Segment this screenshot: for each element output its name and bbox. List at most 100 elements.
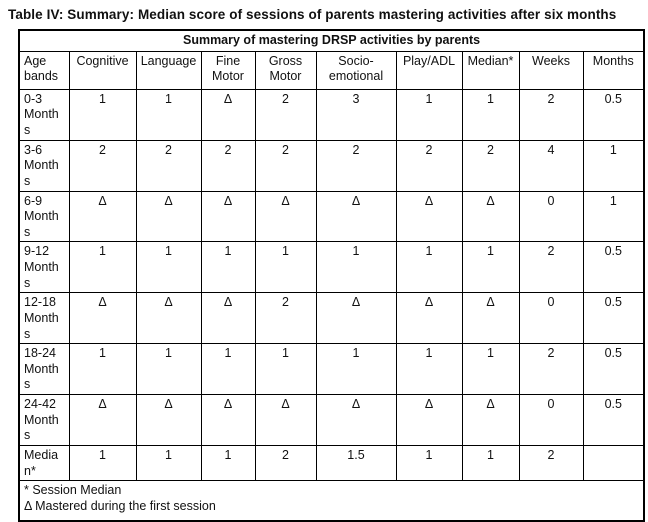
value-cell: Δ <box>68 394 137 446</box>
value-cell: 0.5 <box>582 343 645 396</box>
value-cell: 1.5 <box>315 444 397 482</box>
table-row: 24-42 Months Δ Δ Δ Δ Δ Δ Δ 0 0.5 <box>18 394 645 446</box>
value-cell: 2 <box>315 139 397 192</box>
value-cell: 0.5 <box>582 88 645 141</box>
value-cell: 0 <box>518 394 584 446</box>
column-header-language: Language <box>135 50 202 90</box>
value-cell: 2 <box>518 343 584 396</box>
value-cell: 1 <box>395 444 463 482</box>
value-cell: Δ <box>254 190 317 243</box>
value-cell: 2 <box>518 88 584 141</box>
caption-row: Summary of mastering DRSP activities by … <box>18 29 645 52</box>
value-cell: 0 <box>518 292 584 345</box>
value-cell: 1 <box>461 88 520 141</box>
value-cell: 1 <box>395 241 463 294</box>
age-band-cell: 3-6 Months <box>18 139 70 192</box>
value-cell: Δ <box>461 190 520 243</box>
value-cell: 0.5 <box>582 241 645 294</box>
value-cell: 1 <box>395 343 463 396</box>
age-band-cell: 12-18 Months <box>18 292 70 345</box>
column-header-months: Months <box>582 50 645 90</box>
value-cell: 1 <box>461 241 520 294</box>
value-cell: 2 <box>518 241 584 294</box>
value-cell: 2 <box>254 139 317 192</box>
column-header-cognitive: Cognitive <box>68 50 137 90</box>
value-cell: Δ <box>68 292 137 345</box>
value-cell: Δ <box>135 292 202 345</box>
value-cell: 1 <box>200 241 256 294</box>
value-cell: 1 <box>68 88 137 141</box>
value-cell: Δ <box>200 88 256 141</box>
column-header-gross-motor: Gross Motor <box>254 50 317 90</box>
value-cell: 1 <box>135 88 202 141</box>
value-cell: 3 <box>315 88 397 141</box>
value-cell: 1 <box>582 139 645 192</box>
value-cell: 1 <box>254 343 317 396</box>
value-cell: 2 <box>254 88 317 141</box>
value-cell: 1 <box>461 444 520 482</box>
value-cell: Δ <box>135 190 202 243</box>
column-header-age-bands: Age bands <box>18 50 70 90</box>
value-cell: Δ <box>200 394 256 446</box>
value-cell: 1 <box>315 241 397 294</box>
value-cell: 2 <box>395 139 463 192</box>
value-cell: Δ <box>254 394 317 446</box>
value-cell: Δ <box>135 394 202 446</box>
footnote-row: * Session Median Δ Mastered during the f… <box>18 480 645 522</box>
value-cell: 1 <box>135 444 202 482</box>
table-row: 18-24 Months 1 1 1 1 1 1 1 2 0.5 <box>18 343 645 396</box>
age-band-cell: 9-12 Months <box>18 241 70 294</box>
column-header-median: Median* <box>461 50 520 90</box>
value-cell: 2 <box>68 139 137 192</box>
value-cell: Δ <box>461 394 520 446</box>
header-row: Age bands Cognitive Language Fine Motor … <box>18 50 645 90</box>
value-cell: 1 <box>200 343 256 396</box>
value-cell: Δ <box>68 190 137 243</box>
value-cell: 1 <box>395 88 463 141</box>
median-row: Median* 1 1 1 2 1.5 1 1 2 <box>18 444 645 482</box>
value-cell: 0.5 <box>582 394 645 446</box>
value-cell: 1 <box>68 241 137 294</box>
age-band-cell: 18-24 Months <box>18 343 70 396</box>
age-band-cell: 24-42 Months <box>18 394 70 446</box>
table-caption: Summary of mastering DRSP activities by … <box>18 29 645 52</box>
column-header-fine-motor: Fine Motor <box>200 50 256 90</box>
value-cell: 1 <box>200 444 256 482</box>
value-cell: 4 <box>518 139 584 192</box>
value-cell: Δ <box>315 190 397 243</box>
value-cell: 2 <box>518 444 584 482</box>
value-cell: 1 <box>68 444 137 482</box>
value-cell: 0.5 <box>582 292 645 345</box>
value-cell: 1 <box>68 343 137 396</box>
value-cell: 2 <box>135 139 202 192</box>
value-cell: Δ <box>200 190 256 243</box>
value-cell: 2 <box>254 292 317 345</box>
table-row: 0-3 Months 1 1 Δ 2 3 1 1 2 0.5 <box>18 88 645 141</box>
value-cell: Δ <box>395 292 463 345</box>
value-cell: 1 <box>135 343 202 396</box>
summary-table: Summary of mastering DRSP activities by … <box>18 28 646 522</box>
table-row: 12-18 Months Δ Δ Δ 2 Δ Δ Δ 0 0.5 <box>18 292 645 345</box>
footnote-session-median: * Session Median <box>24 483 122 498</box>
value-cell: Δ <box>200 292 256 345</box>
value-cell: 1 <box>582 190 645 243</box>
age-band-cell: 6-9 Months <box>18 190 70 243</box>
value-cell: 1 <box>254 241 317 294</box>
value-cell: 2 <box>200 139 256 192</box>
median-row-label: Median* <box>18 444 70 482</box>
column-header-weeks: Weeks <box>518 50 584 90</box>
value-cell: Δ <box>315 394 397 446</box>
value-cell: 1 <box>135 241 202 294</box>
value-cell <box>582 444 645 482</box>
value-cell: Δ <box>395 394 463 446</box>
value-cell: 2 <box>254 444 317 482</box>
value-cell: 0 <box>518 190 584 243</box>
page-title: Table IV: Summary: Median score of sessi… <box>8 7 617 22</box>
table-row: 6-9 Months Δ Δ Δ Δ Δ Δ Δ 0 1 <box>18 190 645 243</box>
value-cell: 2 <box>461 139 520 192</box>
value-cell: Δ <box>395 190 463 243</box>
age-band-cell: 0-3 Months <box>18 88 70 141</box>
column-header-play-adl: Play/ADL <box>395 50 463 90</box>
value-cell: Δ <box>461 292 520 345</box>
value-cell: 1 <box>461 343 520 396</box>
